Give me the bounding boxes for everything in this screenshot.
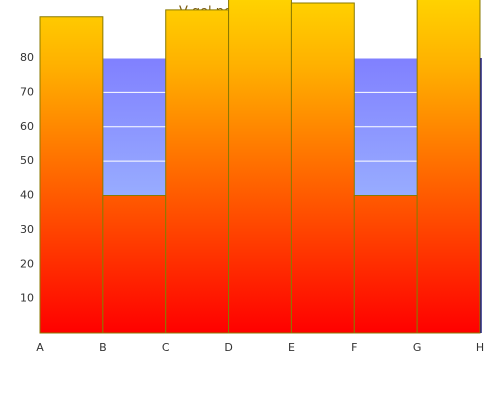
bar — [416, 0, 481, 334]
x-tick-label: G — [413, 341, 422, 354]
y-tick-label: 10 — [20, 292, 34, 305]
y-tick-label: 60 — [20, 120, 34, 133]
x-tick-label: H — [476, 341, 484, 354]
x-tick-label: A — [36, 341, 44, 354]
x-tick-label: B — [99, 341, 107, 354]
y-tick-label: 20 — [20, 257, 34, 270]
y-tick-label: 40 — [20, 189, 34, 202]
bar — [102, 195, 167, 334]
x-tick-label: E — [288, 341, 295, 354]
x-tick-label: F — [351, 341, 357, 354]
y-tick-label: 80 — [20, 51, 34, 64]
y-tick-label: 30 — [20, 223, 34, 236]
bar — [353, 195, 418, 334]
bar — [39, 16, 104, 334]
bar — [290, 2, 355, 334]
y-tick-label: 50 — [20, 154, 34, 167]
bar — [165, 9, 230, 334]
x-tick-label: D — [224, 341, 232, 354]
x-tick-label: C — [162, 341, 170, 354]
bar — [228, 0, 292, 334]
y-tick-label: 70 — [20, 85, 34, 98]
